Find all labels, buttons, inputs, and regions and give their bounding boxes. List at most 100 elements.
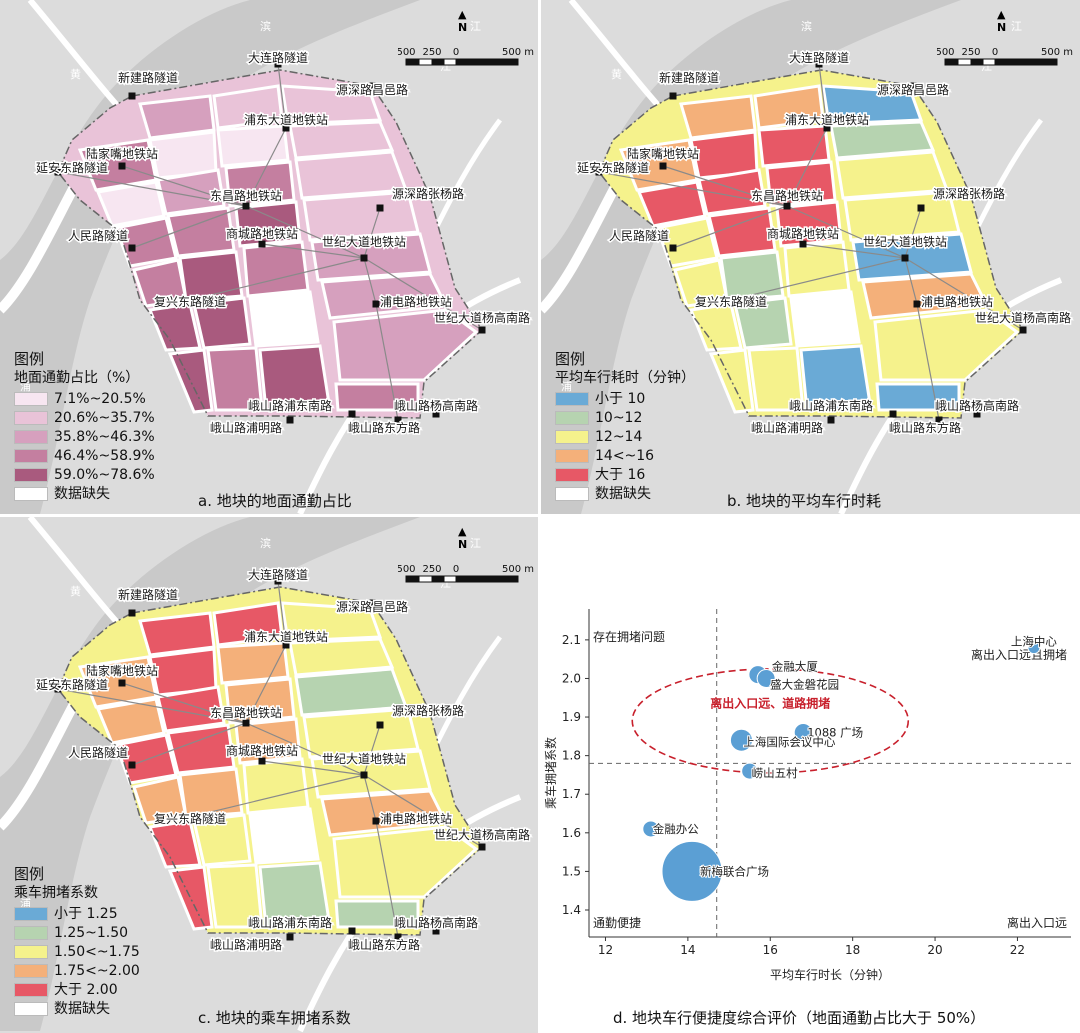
transit-line (363, 774, 377, 822)
station-marker (118, 162, 126, 170)
legend-swatch (14, 429, 48, 444)
map-panel-b: 黄浦江滨江大连路隧道 新建路隧道 源深路昌邑路 浦东大道地铁站 陆家嘴地铁站 延安东路隧道… (541, 0, 1080, 514)
station-label: 世纪大道地铁站 (863, 235, 947, 249)
river-label: 黄 (70, 67, 81, 81)
station-marker (913, 300, 921, 308)
ellipse-label: 离出入口远、道路拥堵 (710, 695, 830, 710)
station-marker (128, 244, 136, 252)
legend-title: 图例 (555, 350, 586, 368)
map-block (288, 637, 395, 677)
transit-line (277, 63, 287, 129)
map-block (224, 160, 296, 208)
scatter-point (756, 668, 776, 688)
map-block (166, 206, 236, 258)
station-label: 浦东大道地铁站 (244, 113, 328, 127)
station-label: 源深路张杨路 (933, 186, 1005, 201)
district-boundary (57, 586, 483, 936)
station-label: 峨山路浦明路 (210, 937, 282, 952)
congestion-map: 黄浦江滨江大连路隧道新建路隧道源深路昌邑路浦东大道地铁站陆家嘴地铁站延安东路隧道… (0, 517, 532, 1033)
transit-line (189, 774, 365, 818)
station-marker (186, 813, 194, 821)
legend-label: 小于 10 (595, 390, 646, 407)
transit-line (131, 722, 247, 766)
legend-items: 7.1%~20.5% 20.6%~35.7% 35.8%~46.3% 46.4%~58… (14, 389, 155, 503)
map-block (138, 94, 216, 140)
map-block (77, 655, 158, 709)
legend-label: 35.8%~46.3% (54, 428, 155, 445)
station-label: 大连路隧道 (248, 567, 308, 582)
station-marker (128, 761, 136, 769)
map-block (294, 667, 409, 717)
point-label: 1088 广场 (807, 725, 863, 739)
map-block (310, 232, 432, 282)
station-marker (973, 410, 981, 418)
station-marker (823, 124, 831, 132)
legend-label: 小于 1.25 (54, 905, 118, 922)
station-label: 东昌路地铁站 (210, 188, 282, 203)
map-block (166, 723, 236, 775)
river-label: 滨 (260, 536, 271, 550)
scale-bar: 500 250 0 500 m (398, 46, 538, 72)
map-block (310, 749, 432, 799)
station-label: 浦电路地铁站 (921, 294, 993, 309)
map-block (147, 302, 202, 352)
map-block (851, 232, 973, 282)
scale-label: 0 (992, 47, 998, 58)
scale-label: 250 (422, 47, 441, 58)
station-label: 东昌路地铁站 (751, 188, 823, 203)
station-marker (348, 927, 356, 935)
station-marker (282, 641, 290, 649)
panel-caption: b. 地块的平均车行时耗 (727, 492, 882, 510)
transit-line (904, 207, 922, 259)
station-label: 浦电路地铁站 (380, 811, 452, 826)
map-block (258, 861, 332, 929)
road (427, 635, 503, 759)
map-block (799, 344, 873, 412)
scale-bar: 500 250 0 500 m (937, 46, 1077, 72)
station-label: 延安东路隧道 (36, 160, 108, 175)
legend-label: 7.1%~20.5% (54, 390, 146, 407)
station-marker (917, 204, 925, 212)
station-label: 峨山路浦东南路 (789, 398, 873, 413)
scale-label: 500 m (502, 564, 534, 575)
station-label: 大连路隧道 (248, 50, 308, 65)
scale-label: 0 (453, 564, 459, 575)
legend-swatch (14, 906, 48, 921)
map-block (280, 601, 383, 643)
station-label: 源深路昌邑路 (336, 599, 408, 614)
map-block (242, 757, 310, 815)
station-label: 源深路昌邑路 (877, 82, 949, 97)
station-label: 峨山路杨高南路 (394, 915, 478, 930)
y-tick-label: 2.1 (562, 633, 581, 647)
quadrant-label: 存在拥堵问题 (593, 630, 665, 644)
scatter-point (1027, 641, 1041, 655)
transit-line (730, 257, 906, 301)
station-label: 世纪大道杨高南路 (975, 310, 1071, 325)
station-label: 陆家嘴地铁站 (627, 146, 699, 161)
transit-line (189, 257, 365, 301)
station-label: 峨山路东方路 (889, 420, 961, 435)
map-block (224, 677, 296, 725)
map-block (216, 124, 290, 168)
legend-swatch (14, 963, 48, 978)
legend-item: 1.25~1.50 (14, 923, 140, 942)
station-marker (595, 168, 603, 176)
map-block (156, 168, 226, 216)
map-block (765, 160, 837, 208)
legend-item: 小于 10 (555, 389, 695, 408)
legend-label: 1.75<~2.00 (54, 962, 140, 979)
transit-line (277, 580, 287, 646)
point-label: 金融办公 (653, 822, 699, 836)
map-block (178, 250, 244, 302)
station-label: 复兴东路隧道 (695, 294, 767, 309)
map-block (113, 216, 178, 268)
map-block (138, 611, 216, 657)
station-marker (799, 240, 807, 248)
chart-panel-d: 12 14 16 18 20 22 1.4 1.5 1.6 1.7 1.8 1.9 2.0 2.1 平均车行… (541, 517, 1080, 1033)
legend-item: 1.75<~2.00 (14, 961, 140, 980)
station-marker (432, 927, 440, 935)
map-block (212, 84, 284, 130)
legend-label: 1.25~1.50 (54, 924, 129, 941)
station-marker (286, 933, 294, 941)
transit-line (786, 205, 906, 259)
